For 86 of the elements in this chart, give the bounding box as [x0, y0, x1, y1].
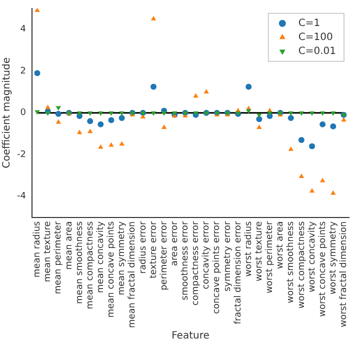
- point: [298, 174, 304, 178]
- point: [256, 124, 262, 129]
- point: [256, 116, 262, 122]
- x-tick-label: mean compactness: [85, 220, 96, 310]
- x-tick-label: worst concave points: [318, 220, 328, 317]
- x-tick-label: symmetry error: [222, 220, 233, 292]
- point: [119, 111, 124, 116]
- point: [150, 84, 156, 90]
- point: [76, 130, 82, 134]
- point: [150, 16, 156, 20]
- x-tick-label: fractal dimension error: [233, 220, 244, 324]
- y-axis-title: Coefficient magnitude: [2, 57, 13, 168]
- point: [87, 128, 93, 134]
- x-tick-label: concave points error: [212, 220, 222, 314]
- x-tick-label: worst area: [276, 221, 286, 269]
- point: [150, 111, 156, 116]
- point: [193, 93, 198, 98]
- point: [34, 8, 40, 12]
- point: [246, 84, 252, 90]
- x-tick-label: worst symmetry: [328, 220, 338, 295]
- x-tick-label: mean symmetry: [117, 220, 128, 296]
- x-tick-label: mean fractal dimension: [128, 221, 138, 328]
- point: [34, 110, 40, 115]
- x-tick-label: smoothness error: [180, 220, 191, 300]
- x-tick-label: worst texture: [254, 220, 265, 282]
- x-tick-label: worst concavity: [307, 220, 318, 292]
- point: [320, 121, 326, 128]
- x-tick-label: mean concavity: [96, 220, 106, 293]
- x-tick-label: worst perimeter: [265, 220, 276, 294]
- point: [288, 115, 294, 122]
- point: [330, 123, 336, 130]
- point: [309, 143, 316, 150]
- x-tick-label: compactness error: [191, 220, 202, 306]
- point: [119, 141, 124, 146]
- point: [76, 111, 82, 116]
- point: [56, 106, 61, 111]
- point: [298, 136, 304, 143]
- legend-label: C=0.01: [298, 46, 336, 57]
- point: [288, 146, 294, 151]
- x-tick-label: mean perimeter: [54, 220, 64, 294]
- point: [55, 110, 62, 117]
- x-tick-label: mean texture: [43, 220, 54, 282]
- point: [98, 121, 104, 128]
- point: [161, 111, 167, 116]
- x-tick-label: mean smoothness: [74, 220, 85, 304]
- y-tick-label: -2: [16, 150, 26, 160]
- point: [330, 111, 336, 116]
- point: [161, 124, 167, 129]
- y-tick-label: 2: [20, 66, 26, 76]
- point: [34, 70, 40, 76]
- x-tick-label: mean concave points: [106, 220, 117, 318]
- x-tick-label: worst radius: [244, 220, 254, 277]
- point: [98, 144, 104, 149]
- point: [45, 104, 50, 110]
- y-tick-label: -4: [16, 192, 26, 202]
- point: [87, 111, 93, 116]
- legend-label: C=1: [298, 18, 320, 29]
- point: [204, 88, 209, 94]
- point: [108, 117, 114, 124]
- x-tick-label: radius error: [138, 220, 148, 274]
- x-tick-label: texture error: [148, 220, 159, 278]
- point: [246, 109, 252, 114]
- x-tick-label: worst fractal dimension: [339, 221, 350, 328]
- x-tick-label: mean area: [64, 221, 74, 270]
- point: [118, 115, 125, 122]
- legend-label: C=100: [298, 32, 333, 43]
- point: [108, 111, 114, 116]
- point: [309, 188, 315, 193]
- point: [98, 111, 104, 116]
- x-tick-label: perimeter error: [159, 220, 170, 290]
- point: [87, 118, 94, 124]
- point: [298, 111, 304, 116]
- y-tick-label: 4: [20, 24, 26, 35]
- point: [256, 113, 262, 118]
- point: [320, 178, 326, 182]
- x-tick-label: concavity error: [202, 220, 212, 290]
- x-tick-label: worst compactness: [296, 220, 307, 308]
- point: [309, 111, 315, 116]
- y-tick-label: 0: [20, 108, 26, 118]
- point: [320, 111, 326, 116]
- x-tick-label: area error: [170, 220, 180, 266]
- x-tick-label: worst smoothness: [286, 220, 296, 304]
- point: [267, 111, 272, 116]
- x-tick-label: mean radius: [32, 220, 43, 278]
- x-axis-title: Feature: [172, 330, 210, 342]
- point: [108, 142, 114, 147]
